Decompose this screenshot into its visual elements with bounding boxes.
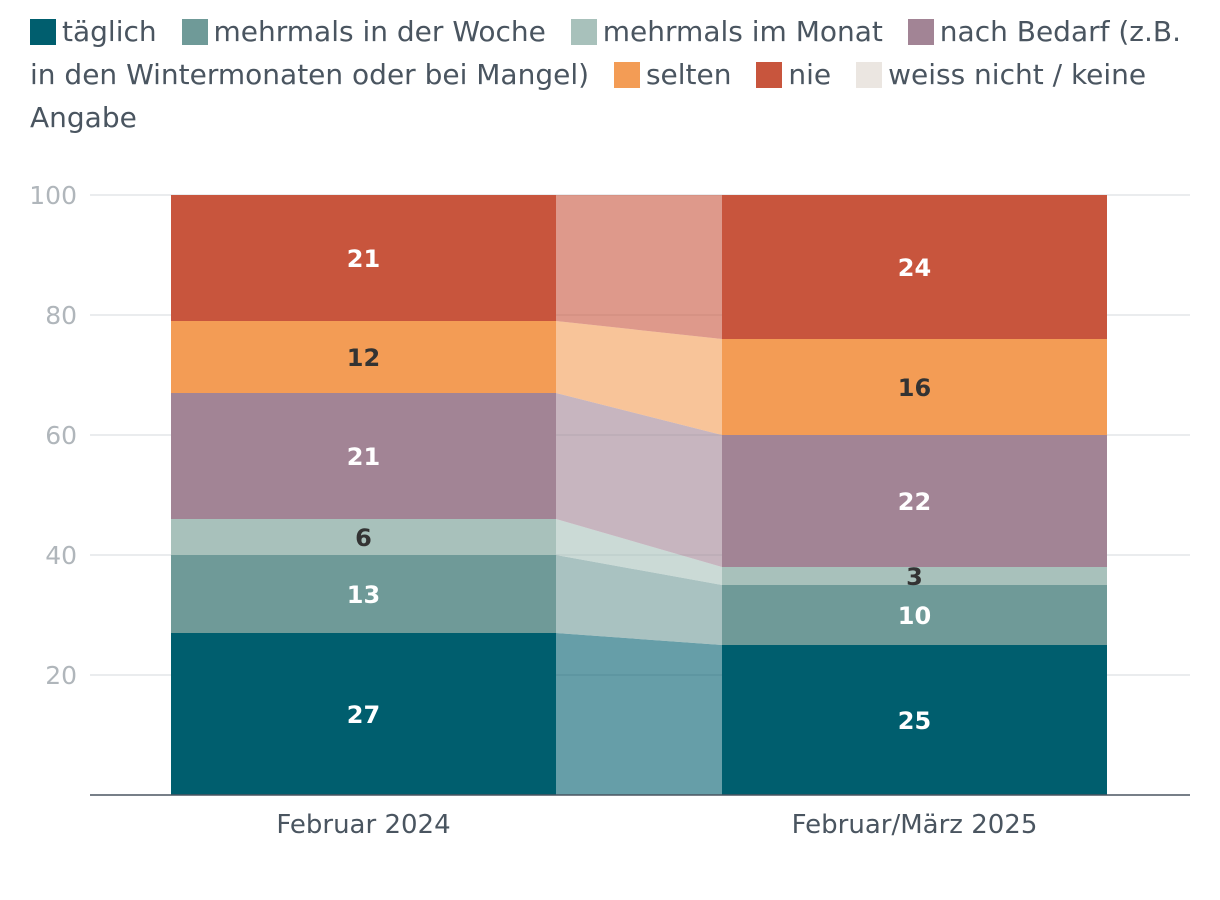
y-tick-label: 100 bbox=[29, 181, 77, 210]
bar-segment bbox=[722, 585, 1107, 645]
bars bbox=[171, 195, 1107, 795]
bar-segment bbox=[722, 435, 1107, 567]
legend-item: nach Bedarf (z.B. in den Wintermonaten o… bbox=[30, 15, 1181, 91]
legend-item: selten bbox=[613, 58, 732, 91]
connector-band bbox=[556, 633, 722, 795]
legend-label: selten bbox=[645, 58, 732, 91]
y-tick-label: 60 bbox=[45, 421, 77, 450]
data-label: 22 bbox=[898, 488, 931, 516]
legend-label: mehrmals in der Woche bbox=[213, 15, 546, 48]
legend-swatch bbox=[570, 19, 597, 45]
legend-item: mehrmals im Monat bbox=[570, 15, 883, 48]
y-tick-label: 20 bbox=[45, 661, 77, 690]
legend-swatch bbox=[907, 19, 934, 45]
connector-bands bbox=[556, 195, 722, 795]
legend-swatch bbox=[756, 62, 783, 88]
legend-item: weiss nicht / keine Angabe bbox=[30, 58, 1146, 134]
axes: 20 40 60 80 100 Februar 2024 Februar/März 2025 bbox=[29, 181, 1190, 840]
data-label: 21 bbox=[347, 443, 380, 471]
connector-band bbox=[556, 393, 722, 567]
y-tick-label: 80 bbox=[45, 301, 77, 330]
bar-segment bbox=[171, 195, 556, 321]
data-label: 21 bbox=[347, 245, 380, 273]
data-label: 6 bbox=[355, 524, 372, 552]
x-category-label: Februar/März 2025 bbox=[792, 810, 1038, 840]
data-label: 25 bbox=[898, 707, 931, 735]
connector-band bbox=[556, 195, 722, 339]
y-tick-label: 40 bbox=[45, 541, 77, 570]
legend-swatch bbox=[181, 19, 208, 45]
legend-label: nie bbox=[788, 58, 832, 91]
legend-swatch bbox=[30, 19, 56, 45]
connector-band bbox=[556, 321, 722, 435]
data-label: 27 bbox=[347, 701, 380, 729]
bar-segment bbox=[722, 195, 1107, 339]
bar-segment bbox=[171, 393, 556, 519]
x-category-label: Februar 2024 bbox=[276, 810, 450, 840]
bar-segment bbox=[722, 567, 1107, 585]
bar-segment bbox=[171, 321, 556, 393]
bar-segment bbox=[171, 555, 556, 633]
legend-label: weiss nicht / keine Angabe bbox=[30, 58, 1147, 134]
data-label: 12 bbox=[347, 344, 380, 372]
legend-item: mehrmals in der Woche bbox=[181, 15, 546, 48]
bar-segment bbox=[171, 519, 556, 555]
data-label: 13 bbox=[347, 581, 380, 609]
legend-label: mehrmals im Monat bbox=[602, 15, 883, 48]
bar-segment bbox=[722, 339, 1107, 435]
value-labels: 27 13 6 21 12 21 25 10 3 22 16 24 bbox=[347, 245, 931, 735]
data-label: 24 bbox=[898, 254, 931, 282]
bar-segment bbox=[171, 633, 556, 795]
bar-segment bbox=[722, 645, 1107, 795]
legend-swatch bbox=[856, 62, 883, 88]
legend-label: nach Bedarf (z.B. in den Wintermonaten o… bbox=[30, 15, 1182, 91]
legend-item: nie bbox=[756, 58, 831, 91]
legend-item: täglich bbox=[30, 15, 157, 48]
data-label: 3 bbox=[906, 563, 923, 591]
legend-label: täglich bbox=[62, 15, 157, 48]
legend-swatch bbox=[613, 62, 640, 88]
data-label: 10 bbox=[898, 602, 931, 630]
legend: täglich mehrmals in der Woche mehrmals i… bbox=[30, 10, 1200, 139]
connector-band bbox=[556, 519, 722, 585]
data-label: 16 bbox=[898, 374, 931, 402]
